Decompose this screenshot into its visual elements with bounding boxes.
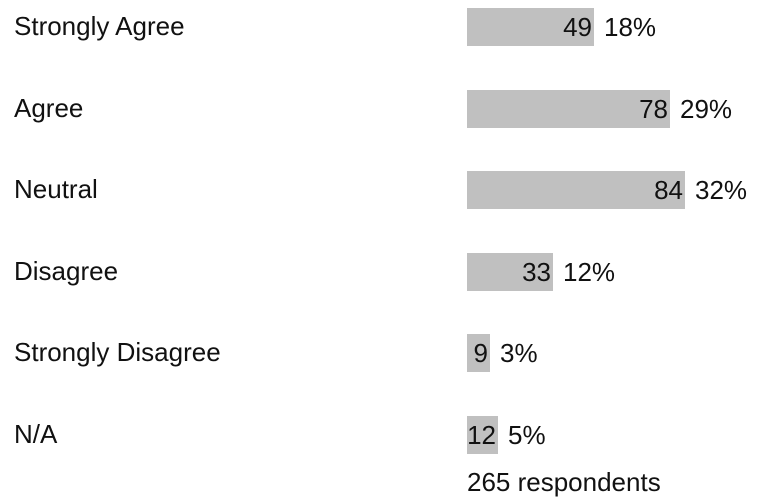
bar bbox=[467, 415, 498, 454]
bar-value-label: 49 bbox=[563, 12, 592, 42]
bar bbox=[467, 252, 553, 291]
category-label: Strongly Disagree bbox=[14, 337, 221, 367]
bar-percent-label: 12% bbox=[563, 256, 616, 287]
respondents-count: 265 respondents bbox=[467, 467, 661, 497]
bar-percent-label: 18% bbox=[604, 12, 657, 42]
bar-value-label: 84 bbox=[654, 175, 683, 205]
bar-value-label: 9 bbox=[473, 338, 488, 368]
category-label: Agree bbox=[14, 92, 84, 123]
bar-percent-label: 32% bbox=[695, 175, 748, 205]
bar bbox=[467, 171, 685, 209]
bar bbox=[467, 89, 670, 128]
bar bbox=[467, 8, 594, 46]
bar-percent-label: 29% bbox=[680, 93, 733, 124]
bar-percent-label: 3% bbox=[500, 338, 538, 368]
bar-value-label: 78 bbox=[639, 93, 668, 124]
bar-value-label: 12 bbox=[467, 419, 496, 450]
bar-percent-label: 5% bbox=[508, 419, 546, 450]
bar bbox=[467, 334, 490, 372]
category-label: Disagree bbox=[14, 255, 119, 286]
bar-value-label: 33 bbox=[522, 256, 551, 287]
category-label: N/A bbox=[14, 418, 58, 449]
category-label: Strongly Agree bbox=[14, 11, 185, 41]
category-label: Neutral bbox=[14, 174, 98, 204]
